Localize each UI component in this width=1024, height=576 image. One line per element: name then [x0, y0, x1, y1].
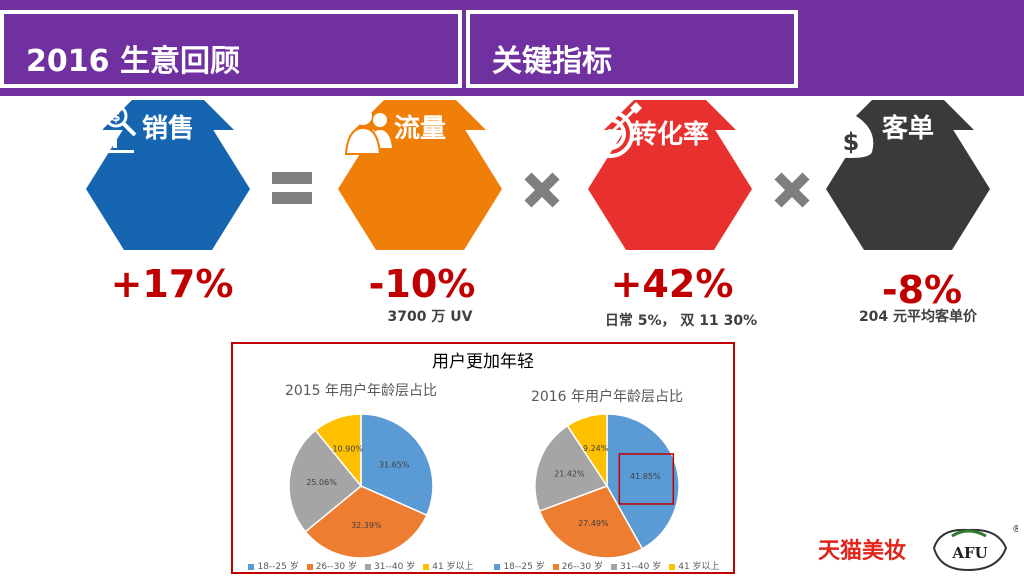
pie-slice — [538, 485, 644, 558]
legend-swatch — [669, 563, 676, 570]
brand-name: 天猫美妆 — [818, 539, 907, 564]
pie-data-label: 25.06% — [306, 478, 337, 487]
pie-data-label: 32.39% — [351, 521, 382, 530]
legend-label: 26--30 岁 — [315, 562, 357, 572]
legend-item: 41 岁以上 — [669, 559, 720, 572]
afu-logo: AFU ® — [932, 524, 1018, 572]
header-tab-left: 2016 生意回顾 — [0, 10, 462, 88]
hexagon-traffic — [338, 100, 502, 250]
pie-2015-title: 2015 年用户年龄层占比 — [284, 383, 438, 399]
metric-order-value-value: -8% — [881, 268, 963, 312]
section-title: 关键指标 — [492, 44, 612, 79]
pie-data-label: 10.90% — [332, 445, 363, 454]
multiply-operator-1 — [524, 172, 560, 208]
legend-swatch — [306, 563, 313, 570]
highlight-box — [618, 453, 675, 505]
metric-conversion-value: +42% — [610, 262, 734, 306]
pie-slice — [304, 485, 428, 558]
pie-slice — [566, 413, 608, 489]
svg-text:®: ® — [1012, 524, 1018, 535]
metric-sales-value: +17% — [110, 262, 234, 306]
svg-text:AFU: AFU — [951, 544, 987, 562]
hexagon-order-value — [826, 100, 990, 250]
pie-slice — [360, 413, 434, 517]
pie-2016-legend: 18--25 岁 26--30 岁 31--40 岁 41 岁以上 — [487, 559, 727, 572]
pie-data-label: 27.49% — [578, 519, 609, 528]
metric-conversion: 转化率 — [582, 100, 758, 250]
legend-item: 41 岁以上 — [423, 559, 474, 572]
legend-swatch — [248, 563, 255, 570]
legend-label: 26--30 岁 — [561, 562, 603, 572]
metric-traffic-sub: 3700 万 UV — [387, 309, 473, 325]
legend-label: 18--25 岁 — [257, 562, 299, 572]
metric-traffic: 流量 — [332, 100, 508, 250]
legend-swatch — [610, 563, 617, 570]
metric-conversion-sub: 日常 5%， 双 11 30% — [604, 313, 758, 329]
svg-text:$: $ — [111, 110, 120, 125]
svg-text:$: $ — [843, 128, 860, 156]
metric-conversion-label: 转化率 — [630, 120, 709, 150]
legend-swatch — [494, 563, 501, 570]
pie-slice — [288, 429, 363, 533]
metric-sales-label: 销售 — [141, 114, 194, 144]
pie-chart-2016: 2016 年用户年龄层占比 41.85% 27.49% 21.42% 9.24% 18… — [487, 380, 727, 572]
legend-item: 18--25 岁 — [494, 559, 545, 572]
metric-sales: 销售 $ — [80, 100, 256, 250]
legend-item: 31--40 岁 — [610, 559, 662, 572]
metric-order-value-sub: 204 元平均客单价 — [858, 309, 978, 325]
pie-2016-title: 2016 年用户年龄层占比 — [530, 389, 684, 405]
legend-label: 31--40 岁 — [373, 562, 416, 572]
pie-data-label: 31.65% — [379, 460, 410, 469]
legend-item: 31--40 岁 — [364, 559, 416, 572]
legend-swatch — [552, 563, 559, 570]
legend-label: 31--40 岁 — [619, 562, 662, 572]
metric-order-value: 客单 $ — [820, 100, 996, 250]
chart-panel-title: 用户更加年轻 — [432, 352, 534, 372]
hexagon-sales — [86, 100, 250, 250]
page-title: 2016 生意回顾 — [26, 44, 240, 79]
metric-traffic-label: 流量 — [393, 114, 446, 144]
pie-slice — [534, 424, 609, 513]
legend-label: 41 岁以上 — [678, 562, 720, 572]
legend-swatch — [364, 563, 371, 570]
pie-2016-svg: 41.85% 27.49% 21.42% 9.24% — [534, 413, 680, 558]
metric-order-value-label: 客单 — [881, 114, 934, 144]
pie-2015-legend: 18--25 岁 26--30 岁 31--40 岁 41 岁以上 — [241, 559, 481, 572]
pie-data-label: 41.85% — [630, 472, 661, 481]
pie-slice — [606, 413, 680, 550]
sales-chart-icon: $ — [84, 104, 137, 153]
target-icon — [586, 102, 642, 158]
crowd-icon — [334, 107, 392, 155]
pie-data-label: 9.24% — [583, 444, 609, 453]
legend-label: 41 岁以上 — [432, 562, 474, 572]
multiply-operator-2 — [774, 172, 810, 208]
age-chart-panel: 用户更加年轻 2015 年用户年龄层占比 31.65% 32.39% 25.06% 1… — [231, 342, 735, 574]
pie-2015-svg: 31.65% 32.39% 25.06% 10.90% — [288, 413, 434, 558]
legend-item: 26--30 岁 — [306, 559, 357, 572]
header-tab-right: 关键指标 — [466, 10, 798, 88]
pie-slice — [314, 413, 362, 489]
money-bag-icon: $ — [828, 104, 874, 158]
pie-data-label: 21.42% — [554, 470, 585, 479]
legend-item: 26--30 岁 — [552, 559, 603, 572]
pie-chart-2015: 2015 年用户年龄层占比 31.65% 32.39% 25.06% 10.90% 1… — [241, 380, 481, 572]
legend-label: 18--25 岁 — [503, 562, 545, 572]
legend-item: 18--25 岁 — [248, 559, 299, 572]
metric-traffic-value: -10% — [368, 262, 476, 306]
legend-swatch — [423, 563, 430, 570]
equals-operator — [272, 172, 312, 204]
